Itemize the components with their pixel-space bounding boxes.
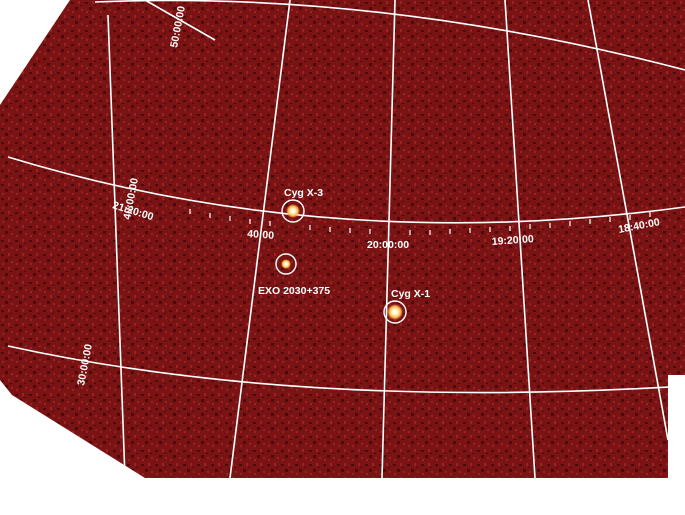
source-label: EXO 2030+375 <box>258 285 330 297</box>
source-marker-circle <box>275 253 297 275</box>
sky-footprint <box>0 0 685 478</box>
source-marker-circle <box>383 300 407 324</box>
meridian-1 <box>107 14 126 478</box>
source-label: Cyg X-1 <box>391 288 430 300</box>
dec-arc-30 <box>7 345 685 394</box>
dec-arc-50 <box>94 0 685 71</box>
source-marker-circle <box>281 199 305 223</box>
dec-arc-40 <box>7 156 685 224</box>
source-glow <box>281 259 291 269</box>
label-ra-1920: 19:20:00 <box>491 233 534 248</box>
meridian-5 <box>587 0 669 441</box>
source-cyg-x3[interactable]: Cyg X-3 <box>281 187 323 223</box>
source-label: Cyg X-3 <box>284 187 323 199</box>
coordinate-grid <box>7 0 685 478</box>
label-ra-2040: 40:00 <box>247 228 275 242</box>
source-exo-2030[interactable]: EXO 2030+375 <box>258 253 330 297</box>
meridian-2 <box>229 0 291 478</box>
label-ra-2000: 20:00:00 <box>367 239 409 251</box>
source-glow <box>286 204 300 218</box>
dec-40-ticks <box>189 209 651 235</box>
source-glow <box>387 304 403 320</box>
meridian-6 <box>144 0 216 41</box>
meridian-3 <box>381 0 396 478</box>
meridian-4 <box>504 0 536 478</box>
source-cyg-x1[interactable]: Cyg X-1 <box>383 288 430 324</box>
